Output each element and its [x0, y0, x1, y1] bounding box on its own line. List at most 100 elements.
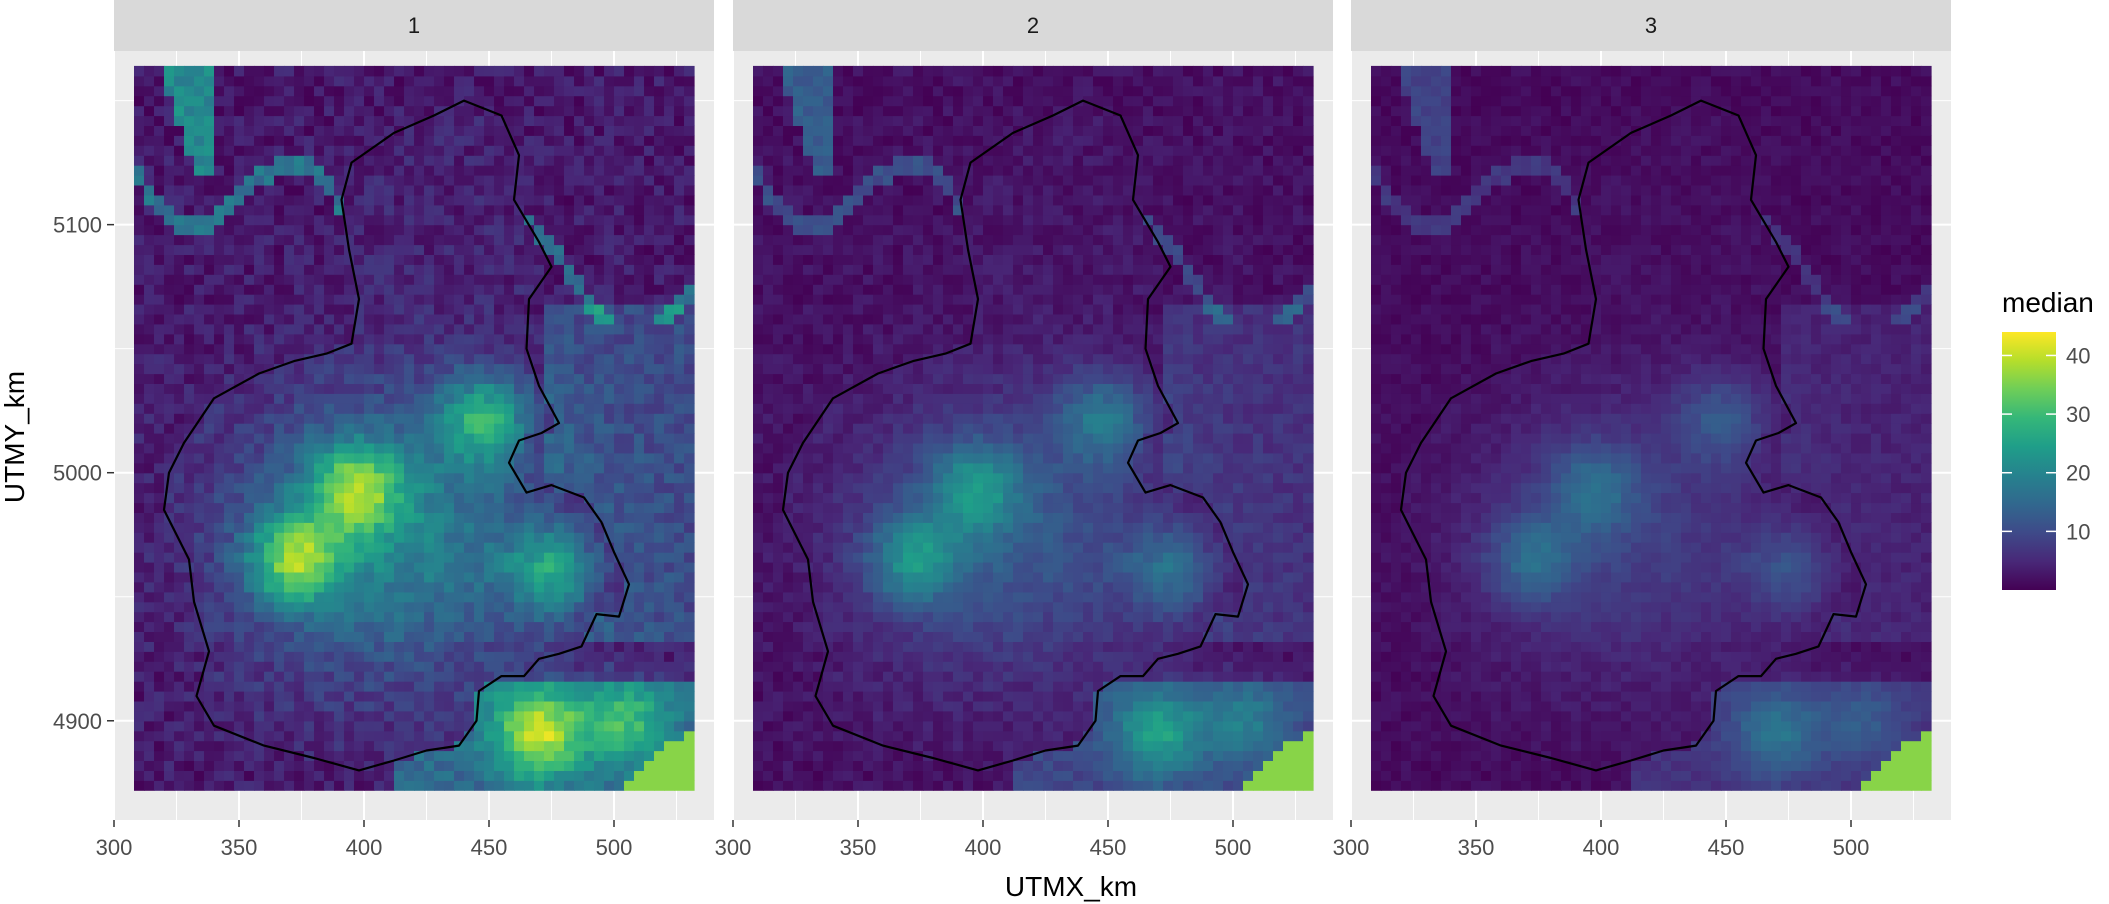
heatmap-tile: [674, 105, 685, 117]
heatmap-tile: [684, 363, 695, 375]
heatmap-tile: [274, 571, 285, 583]
heatmap-tile: [384, 571, 395, 583]
heatmap-tile: [783, 274, 794, 285]
heatmap-tile: [224, 274, 235, 285]
heatmap-tile: [853, 313, 864, 325]
heatmap-tile: [184, 244, 195, 255]
heatmap-tile: [384, 145, 395, 156]
heatmap-tile: [763, 323, 774, 335]
heatmap-tile: [264, 185, 275, 196]
heatmap-tile: [254, 185, 265, 196]
heatmap-tile: [484, 423, 495, 434]
heatmap-tile: [224, 720, 235, 732]
heatmap-tile: [484, 750, 495, 761]
heatmap-tile: [773, 333, 784, 345]
heatmap-tile: [584, 343, 595, 355]
heatmap-tile: [334, 710, 345, 722]
heatmap-tile: [823, 393, 834, 404]
heatmap-tile: [354, 343, 365, 355]
heatmap-tile: [234, 274, 245, 285]
heatmap-tile: [863, 691, 874, 702]
heatmap-tile: [674, 611, 685, 623]
heatmap-tile: [184, 720, 195, 732]
heatmap-tile: [614, 562, 625, 573]
heatmap-tile: [234, 770, 245, 781]
heatmap-tile: [174, 234, 185, 246]
heatmap-tile: [843, 95, 854, 107]
heatmap-tile: [753, 234, 764, 246]
heatmap-tile: [853, 393, 864, 404]
heatmap-tile: [444, 730, 455, 742]
heatmap-tile: [544, 75, 555, 87]
heatmap-tile: [813, 75, 824, 87]
heatmap-tile: [833, 581, 844, 593]
heatmap-tile: [823, 244, 834, 255]
heatmap-tile: [614, 641, 625, 652]
heatmap-tile: [444, 125, 455, 136]
heatmap-tile: [254, 244, 265, 255]
heatmap-tile: [554, 204, 565, 216]
heatmap-tile: [564, 681, 575, 692]
heatmap-tile: [614, 621, 625, 632]
heatmap-tile: [783, 552, 794, 563]
heatmap-tile: [434, 740, 445, 752]
heatmap-tile: [244, 452, 255, 464]
heatmap-tile: [344, 571, 355, 583]
heatmap-tile: [674, 115, 685, 126]
heatmap-tile: [354, 691, 365, 702]
heatmap-tile: [544, 125, 555, 136]
heatmap-tile: [654, 621, 665, 632]
heatmap-tile: [264, 274, 275, 285]
heatmap-tile: [574, 760, 585, 771]
heatmap-tile: [454, 65, 465, 77]
heatmap-tile: [164, 502, 175, 513]
heatmap-tile: [624, 750, 635, 761]
heatmap-tile: [454, 562, 465, 573]
heatmap-tile: [763, 393, 774, 404]
heatmap-tile: [374, 214, 385, 226]
heatmap-tile: [174, 452, 185, 464]
heatmap-tile: [684, 105, 695, 117]
heatmap-tile: [584, 691, 595, 702]
heatmap-tile: [344, 304, 355, 315]
heatmap-tile: [354, 433, 365, 444]
heatmap-tile: [773, 125, 784, 136]
heatmap-tile: [214, 145, 225, 156]
heatmap-tile: [154, 423, 165, 434]
heatmap-tile: [394, 581, 405, 593]
heatmap-tile: [184, 611, 195, 623]
heatmap-tile: [574, 581, 585, 593]
heatmap-tile: [634, 770, 645, 781]
heatmap-tile: [354, 363, 365, 375]
heatmap-tile: [344, 562, 355, 573]
heatmap-tile: [763, 591, 774, 603]
heatmap-tile: [174, 65, 185, 77]
heatmap-tile: [254, 571, 265, 583]
heatmap-tile: [304, 423, 315, 434]
heatmap-tile: [793, 105, 804, 117]
heatmap-tile: [374, 323, 385, 335]
heatmap-tile: [574, 671, 585, 682]
heatmap-tile: [254, 710, 265, 722]
heatmap-tile: [564, 85, 575, 97]
heatmap-tile: [604, 383, 615, 394]
heatmap-tile: [783, 214, 794, 226]
heatmap-tile: [454, 333, 465, 345]
heatmap-tile: [154, 671, 165, 682]
heatmap-tile: [254, 562, 265, 573]
heatmap-tile: [574, 720, 585, 732]
heatmap-tile: [534, 720, 545, 732]
heatmap-tile: [134, 185, 145, 196]
heatmap-tile: [534, 234, 545, 246]
heatmap-tile: [674, 780, 685, 791]
heatmap-tile: [414, 274, 425, 285]
heatmap-tile: [823, 353, 834, 365]
heatmap-tile: [544, 185, 555, 196]
heatmap-tile: [624, 641, 635, 652]
heatmap-tile: [634, 730, 645, 742]
heatmap-tile: [204, 383, 215, 394]
heatmap-tile: [254, 621, 265, 632]
heatmap-tile: [684, 571, 695, 583]
heatmap-tile: [763, 244, 774, 255]
heatmap-tile: [624, 512, 635, 523]
